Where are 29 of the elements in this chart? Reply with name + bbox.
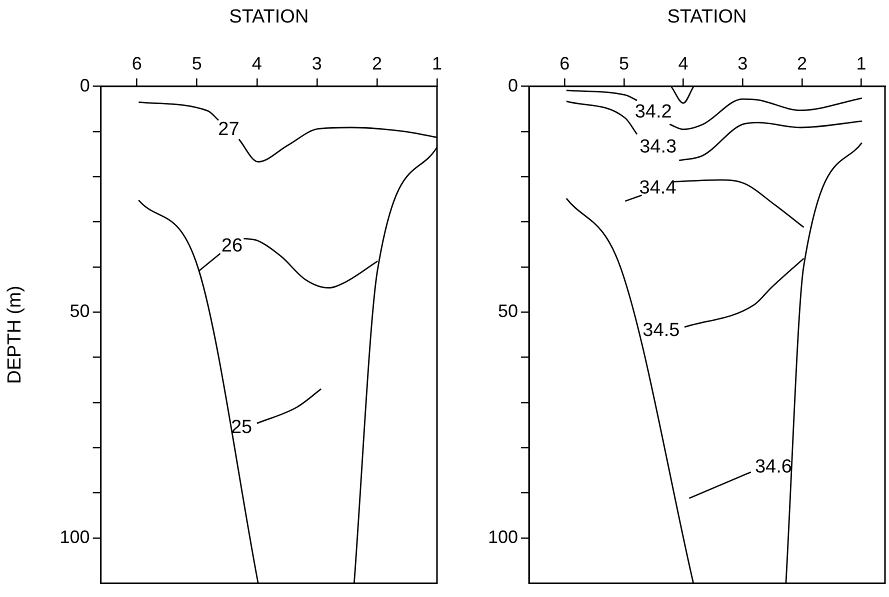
x-tick-label: 3 xyxy=(312,54,322,74)
y-tick-label: 100 xyxy=(488,527,518,548)
x-tick-label: 2 xyxy=(796,54,807,74)
y-tick-label: 50 xyxy=(70,301,90,322)
x-tick-label: 2 xyxy=(372,54,382,74)
x-tick-label: 5 xyxy=(192,54,202,74)
series-label: 34.4 xyxy=(639,178,677,199)
x-tick-label: 6 xyxy=(560,54,570,74)
x-axis-title: STATION xyxy=(667,6,747,28)
y-tick-label: 50 xyxy=(498,301,518,322)
y-tick-label: 0 xyxy=(508,75,518,96)
x-tick-label: 6 xyxy=(132,54,142,74)
series-label: 25 xyxy=(230,417,252,438)
x-tick-label: 3 xyxy=(738,54,748,74)
series-label: 34.3 xyxy=(640,136,677,158)
series-label: 34.6 xyxy=(754,456,792,478)
y-tick-label: 100 xyxy=(60,527,90,548)
x-tick-label: 1 xyxy=(432,54,442,74)
x-tick-label: 1 xyxy=(856,54,866,74)
y-axis-title: DEPTH (m) xyxy=(4,286,26,384)
x-tick-label: 4 xyxy=(252,54,262,74)
x-tick-label: 4 xyxy=(678,54,688,74)
series-label: 34.2 xyxy=(634,102,672,123)
x-axis-title: STATION xyxy=(229,6,309,28)
series-label: 27 xyxy=(218,118,240,140)
series-label: 26 xyxy=(221,235,243,256)
x-tick-label: 5 xyxy=(618,54,629,74)
y-tick-label: 0 xyxy=(80,75,90,96)
series-label: 34.5 xyxy=(642,320,680,342)
